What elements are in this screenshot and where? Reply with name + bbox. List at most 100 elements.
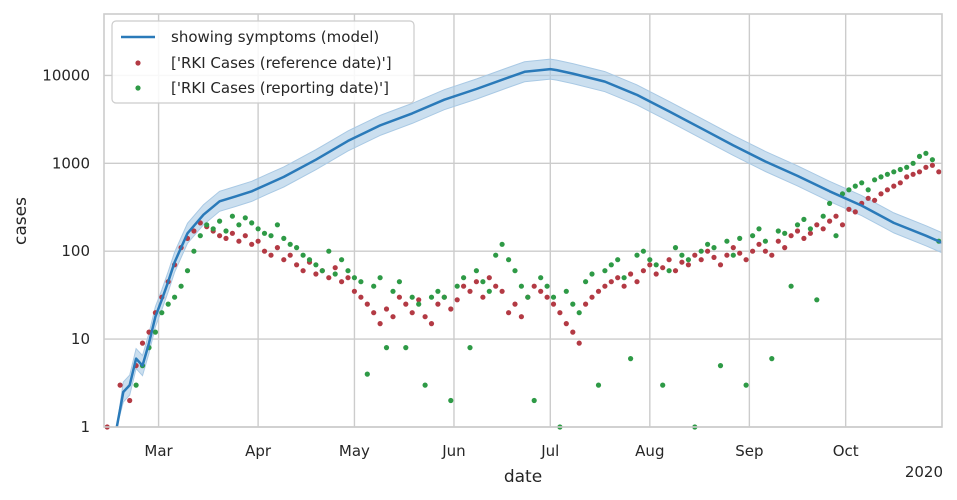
x-tick-label: Sep (735, 442, 763, 460)
reference-point (794, 228, 801, 234)
reference-point (339, 279, 345, 285)
reporting-point (480, 279, 486, 285)
reference-point (544, 294, 550, 300)
reference-point (550, 301, 557, 307)
reference-point (595, 288, 602, 294)
reporting-point (159, 310, 165, 316)
reference-point (685, 262, 692, 268)
reference-point (261, 248, 268, 254)
legend: showing symptoms (model) ['RKI Cases (re… (111, 20, 415, 104)
reference-point (923, 164, 929, 170)
reference-point (486, 275, 492, 281)
reporting-point (531, 397, 537, 404)
reporting-point (249, 220, 255, 226)
reporting-point (615, 257, 621, 263)
reporting-point (454, 283, 460, 289)
reporting-point (396, 279, 402, 285)
reporting-point (884, 171, 891, 177)
reporting-point (570, 301, 576, 307)
reference-point (724, 252, 730, 258)
reference-point (236, 238, 242, 244)
reporting-point (467, 345, 473, 351)
reference-point (332, 265, 338, 271)
reference-point (217, 233, 223, 239)
reference-point (839, 222, 846, 228)
reporting-point (698, 248, 704, 254)
x-axis: Mar Apr May Jun Jul Aug Sep Oct (144, 442, 858, 460)
reference-point (576, 340, 582, 346)
reference-point (300, 268, 306, 274)
reporting-point (685, 257, 692, 263)
reporting-point (242, 215, 248, 221)
reporting-point (724, 238, 730, 244)
y-axis-label: cases (11, 197, 31, 245)
reference-point (383, 306, 390, 312)
reporting-point (326, 248, 332, 254)
reporting-point (589, 271, 595, 277)
reference-point (589, 294, 595, 300)
reference-point (602, 283, 608, 289)
reference-point (769, 252, 775, 258)
reporting-point (583, 279, 589, 285)
reference-point (403, 301, 409, 307)
reference-point (762, 248, 769, 254)
reporting-point (499, 241, 505, 247)
reference-point (448, 306, 454, 312)
y-tick-label: 10 (71, 330, 90, 348)
reporting-point (383, 345, 390, 351)
x-tick-label: Apr (245, 442, 272, 460)
legend-reporting-label: ['RKI Cases (reporting date)'] (171, 79, 389, 97)
y-tick-label: 1 (80, 418, 90, 436)
reporting-point (390, 288, 396, 294)
reporting-point (820, 213, 826, 219)
reference-point (377, 321, 383, 327)
reference-point (621, 283, 627, 289)
reporting-point (512, 268, 518, 274)
reporting-point (294, 245, 300, 251)
reference-point (717, 262, 724, 268)
x-tick-label: Jun (441, 442, 465, 460)
reporting-point (923, 150, 929, 156)
reference-point (512, 301, 518, 307)
reference-point (801, 235, 807, 241)
reporting-point (859, 180, 865, 186)
reference-point (750, 248, 756, 254)
reference-point (467, 288, 473, 294)
reference-point (775, 238, 781, 244)
reference-point (570, 329, 576, 335)
reporting-point (756, 226, 762, 232)
reporting-point (152, 329, 158, 335)
reporting-point (403, 345, 409, 351)
reporting-point (602, 268, 608, 274)
reference-point (583, 301, 589, 307)
reporting-point (287, 241, 293, 247)
reporting-point (595, 382, 602, 388)
reporting-point (737, 235, 743, 241)
reporting-point (473, 268, 479, 274)
reporting-point (274, 222, 280, 228)
reporting-point (782, 230, 788, 236)
y-tick-label: 10000 (42, 66, 90, 84)
reference-point (351, 288, 357, 294)
reference-point (506, 310, 512, 316)
reporting-point (878, 174, 884, 180)
reporting-point (236, 222, 242, 228)
reference-point (249, 241, 255, 247)
reference-point (326, 275, 332, 281)
reference-point (865, 195, 871, 201)
reporting-point (217, 218, 223, 224)
reporting-point (409, 294, 415, 300)
reference-point (929, 162, 936, 168)
reporting-point (666, 268, 672, 274)
reporting-point (339, 257, 345, 263)
reporting-point (621, 275, 627, 281)
reporting-point (827, 200, 833, 206)
reporting-point (544, 283, 550, 289)
reporting-point (345, 268, 351, 274)
reporting-point (910, 160, 916, 166)
legend-box (111, 20, 415, 104)
reference-point (117, 382, 123, 388)
reference-point (371, 310, 377, 316)
reference-point (493, 283, 499, 289)
reporting-point (441, 294, 447, 300)
